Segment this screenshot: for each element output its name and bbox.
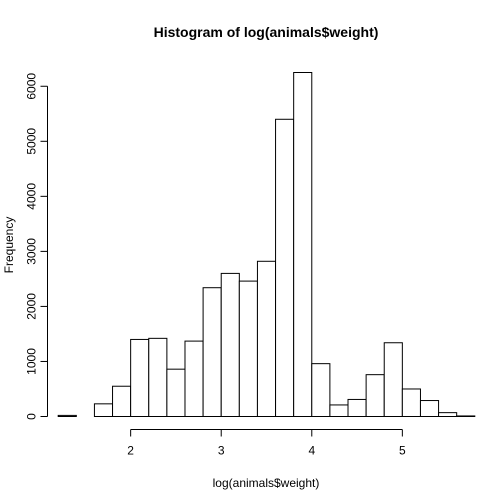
x-tick-label-1: 3: [218, 444, 225, 458]
histogram-bar-16: [347, 398, 367, 418]
y-tick-label-2: 2000: [25, 293, 39, 320]
histogram-bar-0: [57, 414, 77, 417]
histogram-bar-11: [256, 260, 277, 418]
histogram-bar-3: [112, 385, 132, 418]
x-axis-label: log(animals$weight): [213, 476, 320, 490]
y-axis: 0 1000 2000 3000 4000 5000 6000: [25, 73, 48, 420]
histogram-bar-13: [293, 72, 313, 417]
x-tick-label-2: 4: [308, 444, 315, 458]
y-tick-label-1: 1000: [25, 348, 39, 375]
chart-title: Histogram of log(animals$weight): [154, 24, 379, 40]
y-tick-label-0: 0: [25, 413, 39, 420]
histogram-bar-17: [365, 374, 385, 418]
x-tick-label-3: 5: [399, 444, 406, 458]
y-axis-label: Frequency: [2, 217, 16, 274]
histogram-bar-5: [148, 337, 168, 417]
histogram-bar-6: [166, 368, 186, 418]
y-tick-label-6: 6000: [25, 73, 39, 100]
y-tick-label-5: 5000: [25, 128, 39, 155]
bars-group: [57, 72, 476, 418]
histogram-bar-18: [383, 342, 403, 417]
x-axis: 2 3 4 5: [127, 429, 406, 458]
histogram-bar-22: [456, 415, 476, 418]
histogram-bar-19: [401, 388, 421, 418]
histogram-bar-10: [238, 280, 258, 417]
histogram-bar-15: [329, 404, 349, 418]
y-tick-label-4: 4000: [25, 183, 39, 210]
histogram-bar-7: [184, 340, 204, 418]
x-tick-label-0: 2: [127, 444, 134, 458]
histogram-bar-20: [419, 400, 440, 418]
histogram-bar-9: [220, 272, 240, 417]
histogram-bar-8: [202, 287, 222, 417]
histogram-bar-12: [275, 118, 295, 417]
histogram-bar-2: [93, 403, 114, 417]
y-tick-label-3: 3000: [25, 238, 39, 265]
histogram-bar-21: [438, 412, 458, 417]
histogram-bar-14: [311, 363, 331, 418]
histogram-bar-4: [130, 338, 150, 417]
